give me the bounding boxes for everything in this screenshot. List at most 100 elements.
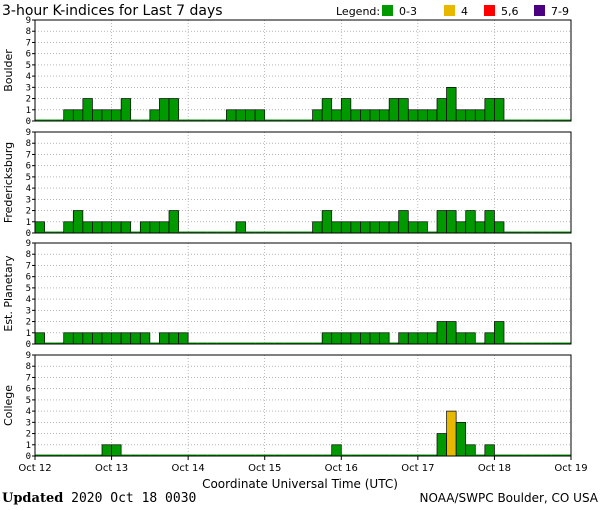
- bar-3-36: [379, 454, 390, 456]
- bar-2-35: [369, 332, 380, 345]
- bar-0-24: [264, 119, 275, 121]
- bar-2-41: [427, 332, 438, 345]
- bar-1-39: [407, 221, 419, 234]
- bar-1-47: [484, 210, 495, 234]
- bar-2-9: [120, 332, 132, 345]
- bar-0-40: [417, 109, 428, 122]
- bar-2-52: [532, 342, 543, 344]
- bar-3-39: [408, 454, 418, 456]
- bar-3-50: [513, 454, 524, 456]
- bar-3-34: [360, 454, 370, 456]
- bar-3-14: [169, 454, 179, 456]
- bar-1-25: [274, 231, 284, 233]
- bar-3-7: [101, 444, 112, 457]
- bar-1-41: [427, 231, 437, 233]
- bar-1-18: [207, 231, 217, 233]
- bar-2-10: [130, 332, 141, 345]
- bar-3-35: [370, 454, 380, 456]
- bar-2-24: [264, 342, 275, 344]
- bar-2-4: [72, 332, 84, 345]
- bar-1-14: [168, 210, 179, 234]
- ytick-0-9: 9: [26, 16, 31, 26]
- bar-3-11: [140, 454, 150, 456]
- bar-2-17: [197, 342, 208, 344]
- bar-3-6: [92, 454, 102, 456]
- bar-2-11: [139, 332, 151, 345]
- bar-2-30: [321, 332, 333, 345]
- bar-3-38: [398, 454, 409, 456]
- bar-3-55: [561, 454, 571, 456]
- bar-2-34: [360, 332, 371, 345]
- bar-1-21: [235, 221, 246, 234]
- bar-3-27: [293, 454, 303, 456]
- bar-1-36: [379, 221, 390, 234]
- ytick-2-9: 9: [26, 239, 31, 249]
- bar-2-8: [111, 332, 122, 345]
- bar-0-54: [551, 119, 562, 121]
- ytick-1-4: 4: [26, 184, 31, 194]
- bar-0-15: [178, 119, 189, 121]
- bar-2-43: [446, 321, 457, 345]
- ytick-0-4: 4: [26, 72, 31, 82]
- bar-0-19: [216, 119, 227, 121]
- chart-panels: 0123456789Boulder0123456789Fredericksbur…: [2, 16, 572, 462]
- ytick-1-0: 0: [26, 229, 31, 239]
- legend-swatch-0: [382, 5, 393, 16]
- bar-1-20: [226, 231, 236, 233]
- bar-0-45: [465, 109, 476, 122]
- legend-label: Legend:: [336, 5, 380, 18]
- bar-3-17: [197, 454, 208, 456]
- bar-0-44: [455, 109, 467, 122]
- bar-1-48: [494, 221, 505, 234]
- bar-0-35: [369, 109, 380, 122]
- bar-3-18: [207, 454, 217, 456]
- bar-1-24: [264, 231, 275, 233]
- bar-3-30: [322, 454, 332, 456]
- bar-2-6: [92, 332, 103, 345]
- bar-3-46: [475, 454, 485, 456]
- bar-1-11: [139, 221, 151, 234]
- legend-entry-1: 4: [461, 5, 468, 18]
- ytick-2-2: 2: [26, 318, 31, 328]
- bar-1-32: [340, 221, 352, 234]
- bar-1-13: [159, 221, 170, 234]
- ytick-2-6: 6: [26, 273, 31, 283]
- bar-0-50: [513, 119, 524, 121]
- ytick-0-8: 8: [26, 27, 31, 37]
- ytick-1-8: 8: [26, 139, 31, 149]
- bar-3-32: [341, 454, 351, 456]
- bar-1-27: [293, 231, 303, 233]
- bar-2-46: [475, 342, 485, 344]
- bar-0-51: [523, 119, 533, 121]
- bar-2-5: [82, 332, 93, 345]
- xtick-3: Oct 15: [248, 463, 281, 474]
- bar-3-52: [532, 454, 543, 456]
- bar-1-55: [561, 231, 571, 233]
- bar-0-14: [168, 98, 179, 122]
- bar-1-54: [551, 231, 562, 233]
- bar-1-8: [111, 221, 122, 234]
- bar-1-35: [369, 221, 380, 234]
- bar-1-34: [360, 221, 371, 234]
- ytick-3-7: 7: [26, 373, 31, 383]
- bar-1-42: [436, 210, 447, 234]
- bar-0-0: [35, 119, 45, 121]
- bar-1-31: [331, 221, 342, 234]
- bar-3-21: [236, 454, 246, 456]
- bar-0-8: [111, 109, 122, 122]
- bar-1-40: [417, 221, 428, 234]
- bar-3-13: [159, 454, 169, 456]
- bar-2-38: [398, 332, 409, 345]
- bar-0-22: [245, 109, 256, 122]
- bar-1-19: [216, 231, 227, 233]
- bar-1-30: [321, 210, 333, 234]
- bar-1-53: [542, 231, 552, 233]
- bar-0-30: [321, 98, 333, 122]
- bar-0-18: [207, 119, 217, 121]
- bar-0-9: [120, 98, 132, 122]
- x-axis-label: Coordinate Universal Time (UTC): [202, 477, 398, 490]
- bar-0-2: [54, 119, 64, 121]
- bar-3-47: [484, 444, 495, 457]
